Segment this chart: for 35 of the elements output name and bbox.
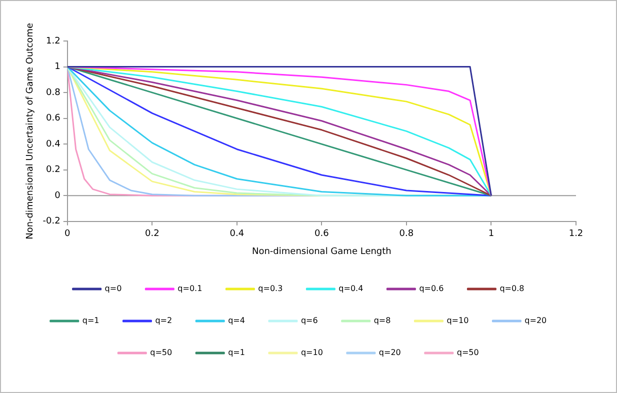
legend-label: q=1 bbox=[82, 316, 100, 326]
y-tick-label: 1.2 bbox=[46, 36, 60, 46]
y-tick-label: 0.8 bbox=[46, 88, 61, 98]
y-tick-label: 0.4 bbox=[46, 139, 61, 150]
legend-label: q=50 bbox=[150, 348, 172, 358]
x-axis-title: Non-dimensional Game Length bbox=[252, 246, 392, 257]
y-tick-label: 0 bbox=[54, 190, 61, 201]
legend-label: q=0.8 bbox=[500, 284, 524, 294]
x-tick-label: 1 bbox=[488, 229, 494, 240]
legend-label: q=20 bbox=[524, 316, 547, 326]
legend-label: q=0.3 bbox=[258, 284, 283, 294]
legend-label: q=0.4 bbox=[338, 284, 364, 294]
y-tick-label: 0.2 bbox=[46, 165, 60, 176]
x-tick-label: 0.6 bbox=[314, 229, 330, 240]
y-axis-title: Non-dimensional Uncertainty of Game Outcome bbox=[26, 22, 36, 240]
legend-label: q=6 bbox=[300, 316, 318, 326]
x-tick-label: 0 bbox=[64, 229, 70, 240]
legend-label: q=8 bbox=[374, 316, 391, 326]
legend-label: q=0 bbox=[104, 284, 122, 294]
legend-label: q=1 bbox=[228, 348, 245, 358]
legend-label: q=0.6 bbox=[419, 284, 444, 294]
x-tick-label: 1.2 bbox=[568, 229, 584, 240]
legend-label: q=4 bbox=[228, 316, 245, 326]
x-tick-label: 0.4 bbox=[230, 229, 244, 240]
legend-label: q=0.1 bbox=[178, 284, 202, 294]
y-tick-label: 0.6 bbox=[46, 114, 61, 124]
legend-label: q=50 bbox=[456, 348, 479, 358]
x-tick-label: 0.2 bbox=[144, 229, 160, 240]
y-tick-label: 1 bbox=[54, 62, 60, 72]
legend-label: q=20 bbox=[378, 348, 401, 358]
legend-label: q=2 bbox=[155, 316, 172, 326]
legend-label: q=10 bbox=[446, 316, 469, 326]
legend-label: q=10 bbox=[300, 348, 323, 358]
y-tick-label: -0.2 bbox=[42, 216, 60, 227]
x-tick-label: 0.8 bbox=[399, 229, 414, 240]
